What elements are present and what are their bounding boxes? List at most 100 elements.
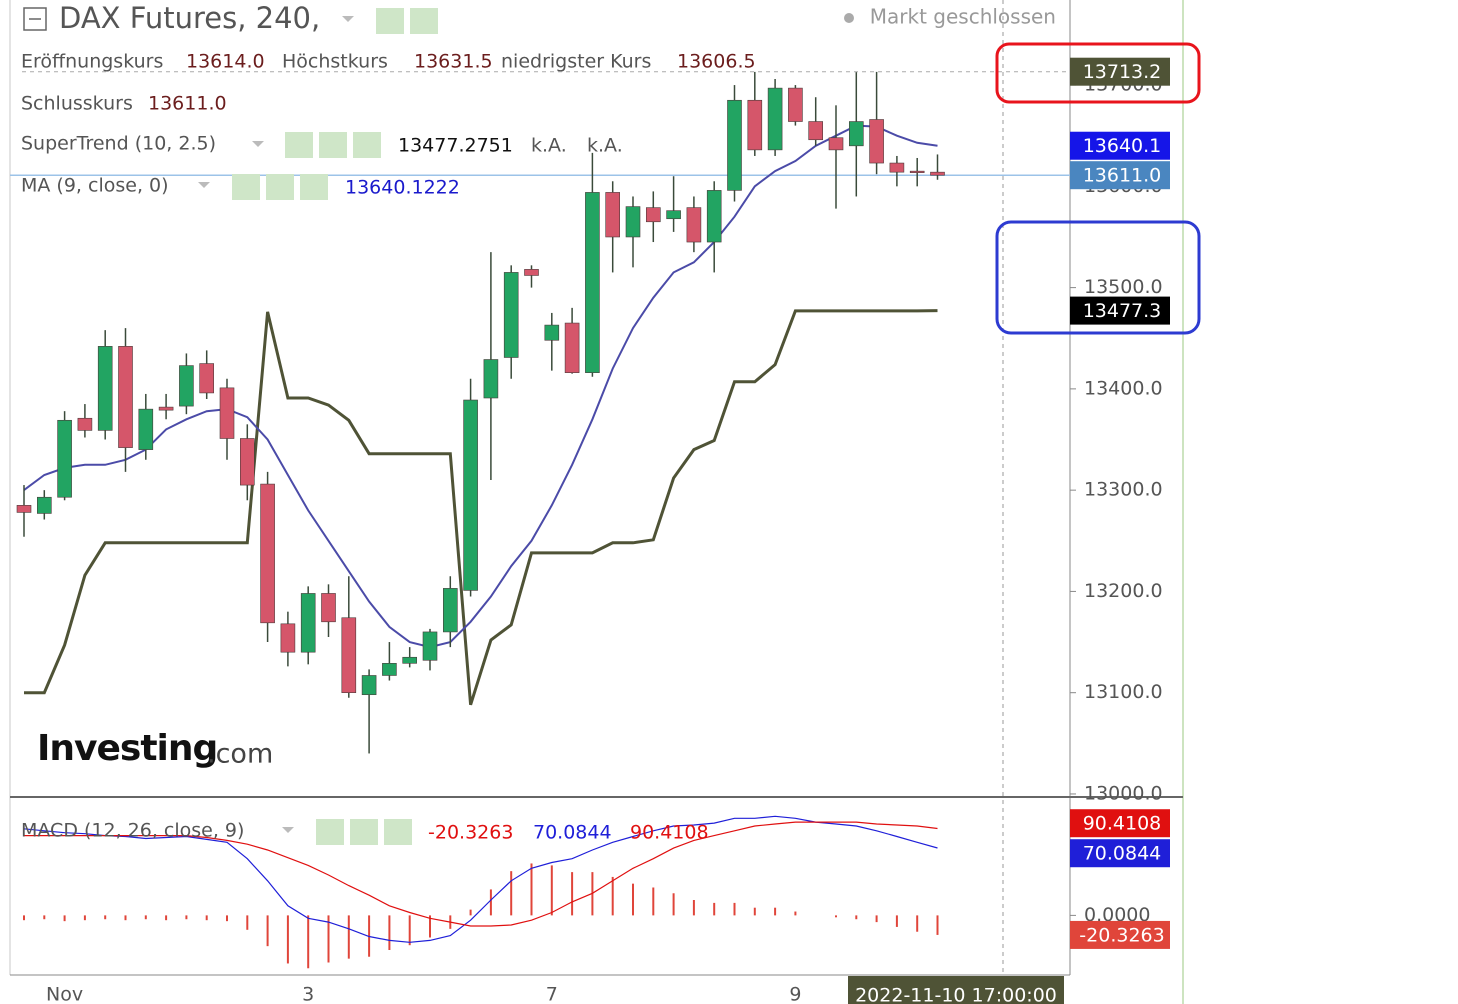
x-tick-label: 9 <box>789 984 801 1004</box>
candle-body <box>889 162 905 173</box>
highlight-box <box>995 220 1201 335</box>
candle-body <box>524 269 539 276</box>
price-badge <box>1070 839 1170 868</box>
plot: 13000.0 13100.0 13200.0 13300.0 13400.0 13500… <box>10 71 1163 1004</box>
price-badge-label: 13477.3 <box>1083 300 1162 322</box>
x-tick-label: 3 <box>302 984 314 1004</box>
time-badge-label: 2022-11-10 17:00:00 <box>855 985 1057 1004</box>
highlight-box <box>995 42 1201 104</box>
remove-icon[interactable] <box>384 819 412 845</box>
candle-body <box>625 206 641 238</box>
y-tick-label: 13100.0 <box>1084 681 1163 703</box>
candle-body <box>747 99 763 151</box>
remove-icon[interactable] <box>353 132 381 158</box>
candle-body <box>118 346 133 448</box>
settings-icon[interactable] <box>410 8 438 34</box>
ohlc-value: 13611.0 <box>148 93 227 115</box>
ohlc-value: 13614.0 <box>186 51 265 73</box>
visibility-icon[interactable] <box>285 132 313 158</box>
candle-body <box>300 593 316 653</box>
price-badge-label: 13713.2 <box>1083 61 1162 83</box>
dropdown-caret[interactable] <box>198 182 210 188</box>
candle-body <box>280 623 296 653</box>
collapse-button[interactable] <box>23 7 47 31</box>
dropdown-caret[interactable] <box>252 141 264 147</box>
price-badge <box>1070 296 1170 325</box>
watermark: .com <box>207 739 273 770</box>
price-badge <box>1070 920 1170 949</box>
ohlc-label: Höchstkurs <box>282 51 388 73</box>
candle-body <box>199 363 214 394</box>
candle-body <box>564 322 580 373</box>
candle-body <box>483 359 499 399</box>
settings-icon[interactable] <box>319 132 347 158</box>
candle-body <box>422 631 438 661</box>
price-badge <box>1070 57 1170 86</box>
visibility-icon[interactable] <box>316 819 344 845</box>
overlay: 13713.2 2022-11-10 17:00:00 13640.1 13611.0… <box>22 57 1170 1004</box>
ohlc-label: Eröffnungskurs <box>21 51 163 73</box>
instrument-title: DAX Futures, 240, <box>59 1 320 35</box>
candle-body <box>16 505 32 513</box>
candle-body <box>442 588 458 633</box>
candle-body <box>767 87 783 151</box>
price-badge-label: 13611.0 <box>1083 165 1162 187</box>
candle-body <box>788 87 803 122</box>
indicator-value: 13477.2751 <box>398 135 513 157</box>
dropdown-caret[interactable] <box>342 16 354 22</box>
indicator-value: k.A. <box>587 135 623 157</box>
ohlc-label: Schlusskurs <box>21 93 133 115</box>
y-tick-label: 0.0000 <box>1084 904 1150 926</box>
visibility-icon[interactable] <box>376 8 404 34</box>
candle-body <box>848 121 864 147</box>
indicator-line <box>23 124 938 649</box>
y-tick-label: 13200.0 <box>1084 580 1163 602</box>
candle-body <box>727 99 742 191</box>
indicator-value: 90.4108 <box>630 822 709 844</box>
candle-body <box>97 346 113 431</box>
price-badge-label: -20.3263 <box>1079 924 1164 946</box>
candle-body <box>36 496 52 514</box>
candle-body <box>666 210 681 220</box>
macd-line <box>24 821 938 927</box>
candle-body <box>382 663 397 676</box>
x-tick-label: 7 <box>546 984 558 1004</box>
candle-body <box>77 417 93 431</box>
candle-body <box>57 419 72 498</box>
y-tick-label: 13500.0 <box>1084 276 1163 298</box>
ohlc-value: 13631.5 <box>414 51 493 73</box>
candle-body <box>706 190 722 243</box>
price-badge-label: 90.4108 <box>1083 813 1162 835</box>
dropdown-caret[interactable] <box>282 827 294 833</box>
candle-body <box>463 399 478 591</box>
price-badge-label: 70.0844 <box>1083 843 1162 865</box>
status-dot <box>844 13 854 23</box>
price-badge <box>1070 131 1170 160</box>
price-badge <box>1070 809 1170 838</box>
candle-body <box>402 656 418 664</box>
candle-body <box>585 192 600 373</box>
candle-body <box>260 483 275 624</box>
candle-body <box>179 365 194 407</box>
indicator-legend: SuperTrend (10, 2.5) <box>21 133 216 155</box>
indicator-value: 13640.1222 <box>345 177 460 199</box>
x-tick-label: Nov <box>46 984 83 1004</box>
indicator-value: k.A. <box>531 135 567 157</box>
candle-body <box>544 324 560 341</box>
settings-icon[interactable] <box>350 819 378 845</box>
candle-body <box>361 675 377 696</box>
time-badge <box>848 976 1064 1004</box>
candle-body <box>138 408 154 450</box>
candle-body <box>219 387 235 439</box>
candle-body <box>605 192 621 238</box>
settings-icon[interactable] <box>266 174 294 200</box>
ohlc-value: 13606.5 <box>677 51 756 73</box>
indicator-legend: MACD (12, 26, close, 9) <box>21 820 244 842</box>
remove-icon[interactable] <box>300 174 328 200</box>
y-tick-label: 13400.0 <box>1084 377 1163 399</box>
candle-body <box>909 170 925 173</box>
ohlc-label: niedrigster Kurs <box>501 51 651 73</box>
indicator-value: 70.0844 <box>533 822 612 844</box>
indicator-legend: MA (9, close, 0) <box>21 175 169 197</box>
visibility-icon[interactable] <box>232 174 260 200</box>
